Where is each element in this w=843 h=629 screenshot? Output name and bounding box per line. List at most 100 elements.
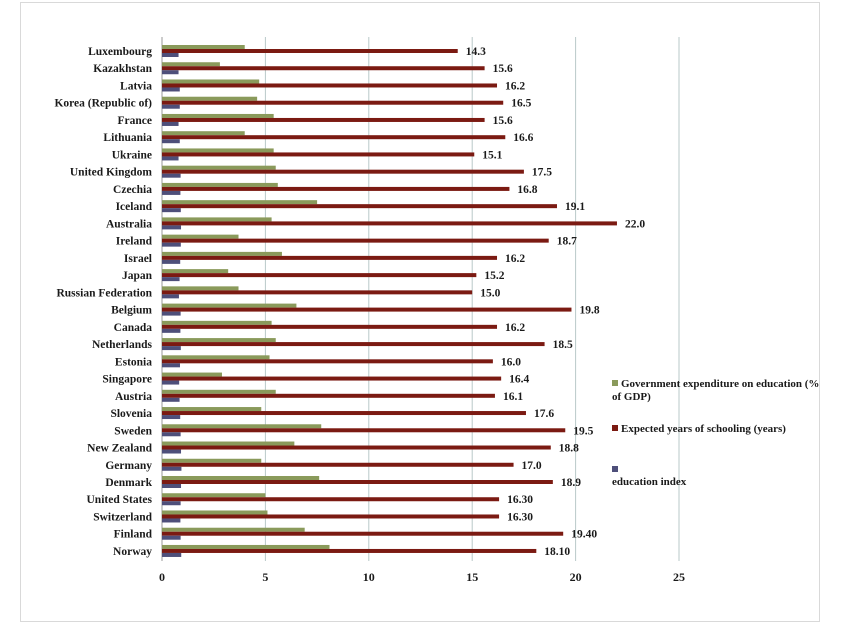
bar-education-index-france [162, 121, 179, 126]
category-label-korea-republic-of: Korea (Republic of) [54, 98, 152, 110]
bar-education-index-ukraine [162, 156, 179, 161]
data-label-schooling-korea-republic-of: 16.5 [511, 98, 531, 110]
data-label-schooling-kazakhstan: 15.6 [493, 63, 513, 75]
bar-schooling-ukraine [162, 152, 475, 157]
bar-expenditure-czechia [162, 182, 278, 187]
legend-label-schooling: Expected years of schooling (years) [621, 423, 786, 435]
bar-expenditure-kazakhstan [162, 62, 220, 67]
legend-label-education-index: education index [612, 476, 687, 488]
legend-item-education-index: education index [612, 466, 822, 489]
bar-schooling-norway [162, 548, 537, 553]
bar-expenditure-slovenia [162, 407, 262, 412]
bar-schooling-belgium [162, 307, 572, 312]
data-label-schooling-belgium: 19.8 [579, 305, 599, 317]
data-label-schooling-israel: 16.2 [505, 253, 525, 265]
bar-schooling-czechia [162, 186, 510, 191]
bar-expenditure-switzerland [162, 510, 268, 515]
bar-expenditure-france [162, 113, 274, 118]
bar-education-index-iceland [162, 208, 181, 213]
category-label-kazakhstan: Kazakhstan [93, 63, 152, 75]
legend-item-schooling: Expected years of schooling (years) [612, 423, 822, 436]
bar-expenditure-russian-federation [162, 286, 239, 291]
bar-expenditure-japan [162, 269, 229, 274]
bar-expenditure-belgium [162, 303, 297, 308]
category-label-latvia: Latvia [120, 80, 152, 92]
data-label-schooling-russian-federation: 15.0 [480, 287, 500, 299]
bar-expenditure-united-states [162, 493, 266, 498]
bar-expenditure-singapore [162, 372, 222, 377]
bar-expenditure-iceland [162, 200, 318, 205]
bar-schooling-finland [162, 531, 564, 536]
data-label-schooling-iceland: 19.1 [565, 201, 585, 213]
bar-schooling-lithuania [162, 135, 506, 140]
category-label-finland: Finland [114, 529, 153, 541]
data-label-schooling-austria: 16.1 [503, 391, 523, 403]
bar-education-index-finland [162, 535, 181, 540]
bar-schooling-france [162, 117, 485, 122]
bar-education-index-canada [162, 328, 181, 333]
x-tick-label-0: 0 [159, 570, 165, 584]
legend-label-expenditure: Government expenditure on education (% o… [612, 378, 820, 403]
category-label-australia: Australia [106, 218, 152, 230]
bar-schooling-germany [162, 462, 514, 467]
bar-education-index-korea-republic-of [162, 104, 180, 109]
x-tick-label-25: 25 [673, 570, 685, 584]
bar-education-index-israel [162, 259, 181, 264]
data-label-schooling-sweden: 19.5 [573, 425, 593, 437]
bar-expenditure-austria [162, 389, 276, 394]
category-label-czechia: Czechia [113, 184, 152, 196]
bar-expenditure-korea-republic-of [162, 96, 258, 101]
bar-expenditure-united-kingdom [162, 165, 276, 170]
bar-expenditure-new-zealand [162, 441, 295, 446]
category-label-lithuania: Lithuania [103, 132, 152, 144]
chart-frame [20, 2, 820, 622]
x-tick-label-10: 10 [363, 570, 375, 584]
bar-education-index-austria [162, 397, 180, 402]
category-label-new-zealand: New Zealand [87, 443, 152, 455]
category-label-sweden: Sweden [114, 425, 152, 437]
bar-education-index-united-kingdom [162, 173, 181, 178]
bar-education-index-estonia [162, 363, 180, 368]
bar-expenditure-norway [162, 544, 330, 549]
bar-education-index-germany [162, 466, 182, 471]
bar-expenditure-latvia [162, 79, 260, 84]
x-tick-label-20: 20 [570, 570, 582, 584]
bar-schooling-united-kingdom [162, 169, 524, 174]
data-label-schooling-slovenia: 17.6 [534, 408, 554, 420]
category-label-norway: Norway [113, 546, 152, 558]
category-label-iceland: Iceland [116, 201, 153, 213]
bar-education-index-japan [162, 277, 180, 282]
category-label-canada: Canada [114, 322, 153, 334]
bar-schooling-sweden [162, 428, 566, 433]
bar-education-index-norway [162, 552, 182, 557]
data-label-schooling-luxembourg: 14.3 [466, 46, 486, 58]
data-label-schooling-new-zealand: 18.8 [559, 443, 579, 455]
bar-schooling-new-zealand [162, 445, 551, 450]
bar-education-index-slovenia [162, 415, 181, 420]
bar-expenditure-sweden [162, 424, 322, 429]
bar-expenditure-estonia [162, 355, 270, 360]
bar-schooling-switzerland [162, 514, 500, 519]
data-label-schooling-japan: 15.2 [484, 270, 504, 282]
legend-swatch-education-index [612, 466, 618, 472]
bar-schooling-canada [162, 324, 498, 329]
legend-swatch-schooling [612, 425, 618, 431]
data-label-schooling-lithuania: 16.6 [513, 132, 533, 144]
category-label-slovenia: Slovenia [110, 408, 152, 420]
bar-expenditure-finland [162, 527, 305, 532]
category-label-singapore: Singapore [102, 374, 152, 386]
data-label-schooling-canada: 16.2 [505, 322, 525, 334]
bar-schooling-australia [162, 221, 617, 226]
bar-education-index-australia [162, 225, 182, 230]
bar-schooling-kazakhstan [162, 66, 485, 71]
data-label-schooling-ireland: 18.7 [557, 236, 577, 248]
bar-expenditure-lithuania [162, 131, 245, 136]
data-label-schooling-estonia: 16.0 [501, 356, 521, 368]
bar-schooling-austria [162, 393, 495, 398]
bar-schooling-luxembourg [162, 49, 458, 53]
bar-education-index-new-zealand [162, 449, 182, 454]
data-label-schooling-switzerland: 16.30 [507, 511, 533, 523]
category-label-japan: Japan [122, 270, 153, 282]
bar-education-index-denmark [162, 484, 182, 488]
